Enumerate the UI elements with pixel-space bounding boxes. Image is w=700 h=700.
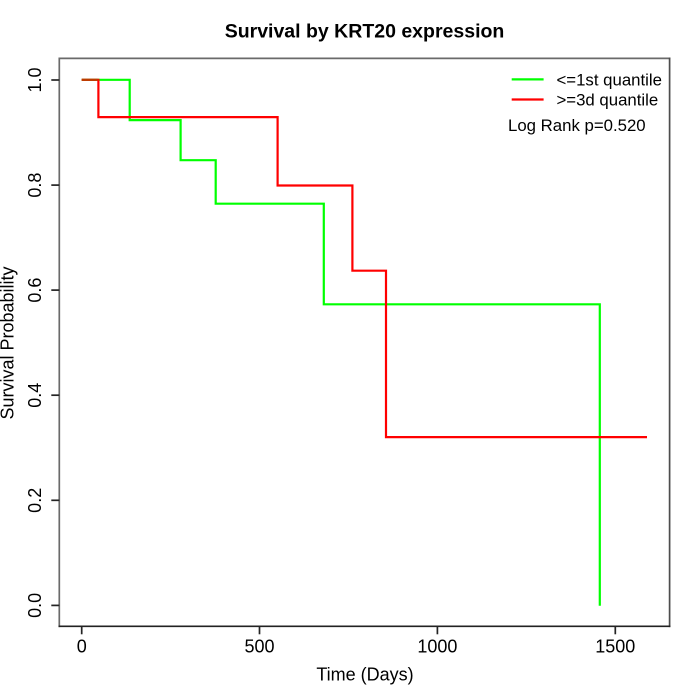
- svg-text:1.0: 1.0: [25, 67, 45, 92]
- svg-text:Time (Days): Time (Days): [316, 665, 413, 685]
- svg-text:0.8: 0.8: [25, 173, 45, 198]
- svg-text:Survival Probability: Survival Probability: [0, 266, 18, 419]
- svg-text:0: 0: [77, 636, 87, 656]
- svg-text:0.6: 0.6: [25, 278, 45, 303]
- svg-text:>=3d quantile: >=3d quantile: [557, 90, 659, 109]
- svg-text:Log Rank p=0.520: Log Rank p=0.520: [508, 116, 646, 135]
- svg-text:0.0: 0.0: [25, 593, 45, 618]
- svg-text:0.4: 0.4: [25, 383, 45, 408]
- svg-text:0.2: 0.2: [25, 488, 45, 513]
- svg-text:<=1st quantile: <=1st quantile: [557, 70, 662, 89]
- svg-text:500: 500: [244, 636, 274, 656]
- svg-text:Survival by KRT20 expression: Survival by KRT20 expression: [225, 21, 505, 43]
- svg-text:1500: 1500: [595, 636, 635, 656]
- svg-text:1000: 1000: [417, 636, 457, 656]
